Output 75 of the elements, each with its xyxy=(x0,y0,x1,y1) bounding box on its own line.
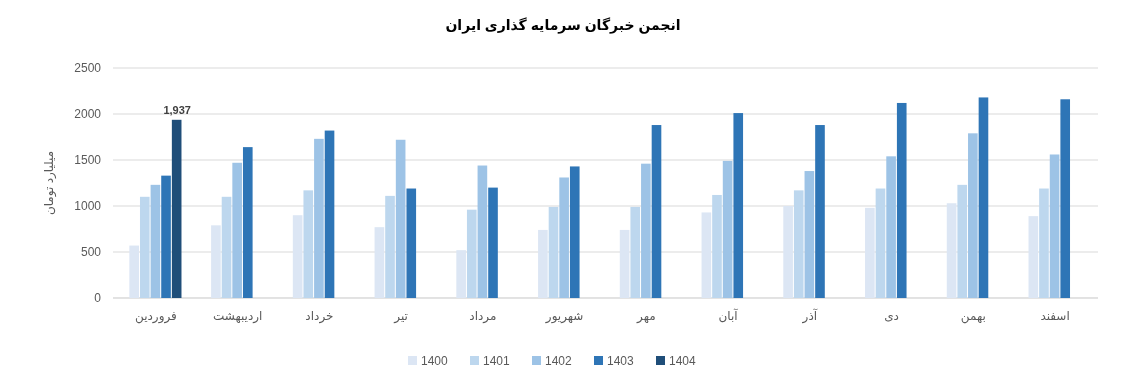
bar xyxy=(221,196,232,298)
bar xyxy=(466,209,477,298)
y-tick-label: 500 xyxy=(80,245,102,259)
bar xyxy=(957,184,968,298)
bar xyxy=(538,229,548,298)
bar xyxy=(1060,99,1071,298)
bar xyxy=(456,250,466,298)
bar xyxy=(171,119,182,298)
bar xyxy=(406,188,417,298)
bar xyxy=(641,163,651,298)
bar xyxy=(815,125,825,298)
bar xyxy=(139,196,150,298)
bar xyxy=(783,206,793,298)
legend-label: 1403 xyxy=(607,354,635,368)
bar xyxy=(211,225,221,298)
y-tick-label: 1000 xyxy=(74,199,102,213)
bar xyxy=(161,175,171,298)
x-tick-label: مهر xyxy=(636,309,656,324)
bar xyxy=(651,125,662,298)
bar xyxy=(129,245,139,298)
bar xyxy=(569,166,580,298)
bar xyxy=(1039,188,1049,298)
bar xyxy=(896,102,907,298)
bar xyxy=(1028,216,1039,298)
y-axis-title: میلیارد تومان xyxy=(42,150,57,216)
y-tick-label: 2500 xyxy=(74,61,102,75)
y-tick-label: 1500 xyxy=(74,153,102,167)
data-label: 1,937 xyxy=(163,103,191,116)
y-tick-label: 0 xyxy=(94,291,102,305)
x-tick-label: فروردین xyxy=(135,309,177,324)
bar xyxy=(559,177,569,298)
chart-title: انجمن خبرگان سرمایه گذاری ایران xyxy=(445,17,681,34)
bar xyxy=(374,227,385,298)
bar xyxy=(886,156,896,298)
y-tick-label: 2000 xyxy=(74,107,102,121)
bar xyxy=(978,97,989,298)
x-tick-label: خرداد xyxy=(305,309,334,324)
x-tick-label: دی xyxy=(884,309,899,323)
bar xyxy=(701,212,712,298)
bar xyxy=(804,171,815,298)
bar xyxy=(630,206,641,298)
bar xyxy=(712,194,722,298)
bar xyxy=(733,113,744,298)
x-tick-label: تیر xyxy=(393,309,408,324)
bar xyxy=(292,215,303,298)
bar xyxy=(946,203,957,298)
bar xyxy=(242,147,253,298)
bar xyxy=(303,190,314,298)
legend-label: 1402 xyxy=(545,354,573,368)
bar xyxy=(314,138,324,298)
bar xyxy=(324,130,335,298)
bar xyxy=(150,184,161,298)
bar xyxy=(548,206,559,298)
legend-label: 1400 xyxy=(421,354,449,368)
bar xyxy=(488,187,498,298)
x-tick-label: مرداد xyxy=(469,309,497,324)
bar xyxy=(1049,154,1060,298)
bar xyxy=(477,165,488,298)
bar xyxy=(619,229,630,298)
x-tick-label: اسفند xyxy=(1040,309,1070,323)
bar xyxy=(875,188,886,298)
bar xyxy=(232,162,242,298)
legend-label: 1401 xyxy=(483,354,511,368)
x-tick-label: بهمن xyxy=(960,309,986,324)
bar xyxy=(722,160,733,298)
x-tick-label: اردیبهشت xyxy=(212,309,263,324)
bar xyxy=(395,139,406,298)
bar xyxy=(793,190,804,298)
legend-label: 1404 xyxy=(669,354,697,368)
x-tick-label: آبان xyxy=(718,308,739,323)
bar xyxy=(968,133,978,298)
bar xyxy=(385,195,395,298)
x-tick-label: شهریور xyxy=(544,309,584,324)
x-tick-label: آذر xyxy=(801,308,818,324)
bar xyxy=(865,207,875,298)
